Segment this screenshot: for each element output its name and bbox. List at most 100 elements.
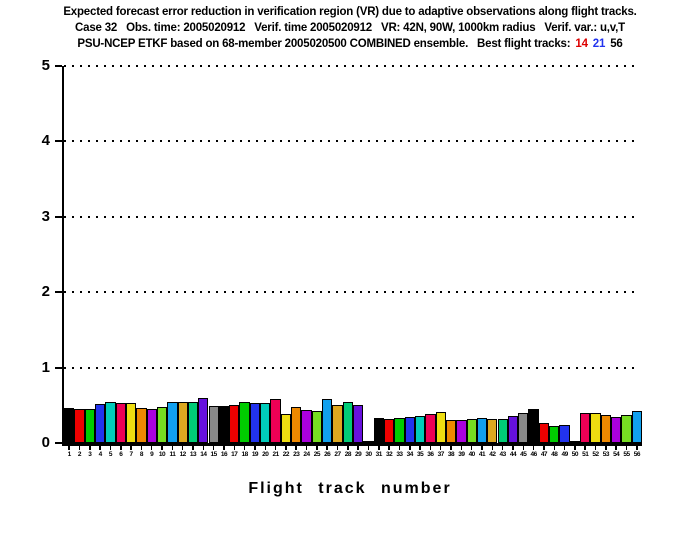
bar-track-18 — [239, 401, 250, 443]
bar-track-45 — [518, 412, 529, 443]
x-tick-label-34: 34 — [406, 451, 414, 458]
x-tick-label-13: 13 — [189, 451, 197, 458]
x-tick-label-7: 7 — [129, 451, 134, 458]
x-tick-label-9: 9 — [150, 451, 154, 458]
x-tick-50 — [574, 446, 576, 450]
bar-track-16 — [218, 406, 230, 443]
bar-track-49 — [559, 424, 570, 443]
x-tick-7 — [130, 446, 132, 450]
x-tick-label-30: 30 — [365, 451, 372, 458]
x-tick-label-14: 14 — [200, 451, 207, 458]
y-tick-label-4: 4 — [41, 132, 50, 150]
bar-track-2 — [74, 409, 85, 443]
x-tick-label-28: 28 — [344, 451, 352, 458]
x-tick-15 — [212, 446, 215, 450]
bar-track-28 — [342, 402, 353, 443]
x-tick-13 — [192, 446, 194, 450]
bar-track-29 — [353, 404, 364, 443]
bar-track-26 — [322, 398, 333, 443]
gridline-y2 — [64, 291, 639, 294]
y-tick-3 — [55, 215, 62, 218]
bar-track-31 — [373, 418, 384, 443]
bar-track-20 — [260, 403, 271, 443]
x-tick-label-53: 53 — [602, 451, 610, 458]
x-tick-51 — [584, 446, 586, 450]
x-tick-label-17: 17 — [231, 451, 238, 458]
x-tick-16 — [223, 446, 225, 450]
bar-track-32 — [383, 418, 395, 443]
x-tick-label-8: 8 — [139, 451, 144, 458]
x-tick-55 — [625, 446, 628, 450]
bar-track-21 — [270, 399, 281, 443]
y-tick-5 — [55, 65, 62, 67]
x-tick-27 — [336, 446, 339, 450]
y-tick-label-2: 2 — [41, 283, 50, 301]
x-tick-label-49: 49 — [561, 451, 568, 458]
bar-track-50 — [569, 441, 581, 443]
y-tick-1 — [55, 366, 62, 369]
x-tick-38 — [450, 446, 452, 450]
x-tick-label-23: 23 — [293, 451, 300, 458]
x-tick-label-47: 47 — [540, 451, 548, 458]
x-tick-49 — [563, 446, 566, 450]
y-tick-label-0: 0 — [41, 434, 50, 451]
x-tick-31 — [378, 446, 380, 450]
x-tick-46 — [532, 446, 535, 450]
bar-track-34 — [404, 417, 415, 443]
bar-track-23 — [291, 406, 302, 443]
bar-track-3 — [84, 409, 95, 443]
x-tick-32 — [388, 446, 390, 450]
bar-track-17 — [229, 404, 240, 443]
x-tick-9 — [150, 446, 153, 450]
y-tick-2 — [55, 291, 62, 294]
x-tick-label-42: 42 — [489, 451, 496, 458]
x-tick-29 — [357, 446, 359, 450]
bar-track-37 — [435, 412, 446, 443]
bar-track-36 — [425, 414, 436, 443]
chart-title-block: Expected forecast error reduction in ver… — [0, 4, 700, 52]
bar-track-9 — [146, 409, 157, 443]
x-tick-40 — [470, 446, 473, 450]
x-tick-label-32: 32 — [386, 451, 393, 458]
x-tick-4 — [99, 446, 101, 450]
bar-track-12 — [177, 401, 188, 443]
best-track-14: 14 — [575, 38, 588, 50]
x-tick-34 — [409, 446, 411, 450]
x-tick-35 — [419, 446, 421, 450]
gridline-y3 — [64, 215, 639, 218]
x-tick-label-19: 19 — [251, 451, 259, 458]
bar-track-4 — [94, 403, 106, 443]
bar-track-24 — [301, 409, 312, 443]
x-tick-label-4: 4 — [98, 451, 103, 458]
gridline-y4 — [64, 140, 639, 143]
bar-track-8 — [136, 408, 147, 443]
bar-track-46 — [528, 409, 539, 443]
x-tick-label-1: 1 — [67, 451, 72, 458]
gridline-y1 — [64, 366, 639, 369]
bar-track-6 — [115, 403, 126, 443]
x-tick-36 — [429, 446, 432, 450]
x-tick-label-55: 55 — [623, 451, 630, 458]
x-tick-48 — [553, 446, 556, 450]
x-tick-label-22: 22 — [282, 451, 290, 458]
bar-track-54 — [611, 417, 622, 443]
x-tick-1 — [68, 446, 70, 450]
bar-track-38 — [445, 420, 457, 443]
x-tick-43 — [501, 446, 504, 450]
bar-track-43 — [497, 418, 508, 443]
x-tick-23 — [295, 446, 297, 450]
y-tick-0 — [55, 442, 62, 444]
y-tick-4 — [55, 140, 62, 143]
x-tick-label-20: 20 — [262, 451, 269, 458]
x-tick-label-25: 25 — [313, 451, 321, 458]
x-tick-label-36: 36 — [427, 451, 434, 458]
x-tick-label-39: 39 — [458, 451, 465, 458]
x-tick-39 — [460, 446, 463, 450]
x-tick-19 — [254, 446, 256, 450]
x-tick-label-11: 11 — [169, 451, 176, 458]
x-tick-3 — [89, 446, 91, 450]
x-tick-28 — [347, 446, 349, 450]
gridline-y5 — [64, 65, 639, 67]
x-tick-label-33: 33 — [396, 451, 403, 458]
